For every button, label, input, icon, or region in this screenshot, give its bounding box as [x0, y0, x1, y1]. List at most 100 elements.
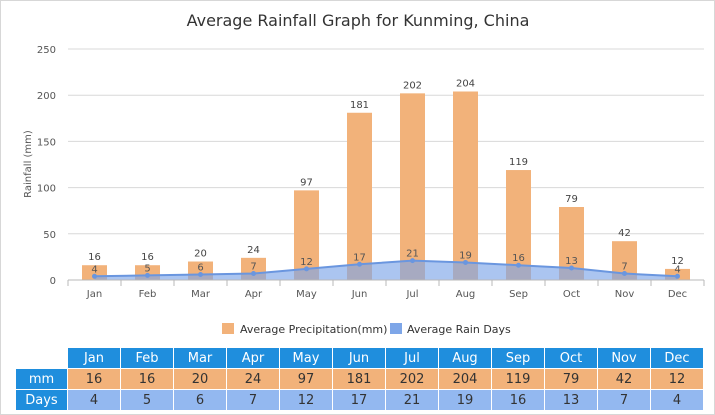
table-days-cell: 6 [174, 390, 226, 410]
table-mm-row: mm 16 16 20 24 97 181 202 204 119 79 42 … [16, 369, 703, 389]
table-month-header: Apr [227, 348, 279, 368]
table-mm-cell: 119 [492, 369, 544, 389]
rain-days-data-label: 7 [621, 262, 627, 273]
precip-bar [294, 190, 319, 280]
rain-days-point [516, 262, 521, 268]
table-corner [16, 348, 67, 368]
y-tick-label: 200 [37, 91, 56, 102]
rain-days-data-label: 16 [512, 253, 525, 264]
y-axis: 0 50 100 150 200 250 [37, 45, 56, 287]
x-tick-label: Mar [191, 289, 211, 300]
table-days-cell: 4 [651, 390, 703, 410]
rain-days-area [92, 258, 680, 280]
precip-data-label: 42 [618, 228, 631, 239]
table-days-cell: 12 [280, 390, 332, 410]
table-month-header: Nov [598, 348, 650, 368]
table-days-cell: 17 [333, 390, 385, 410]
x-tick-label: Apr [245, 289, 263, 300]
legend-days-swatch[interactable] [390, 323, 402, 334]
table-month-header: Sep [492, 348, 544, 368]
table-days-cell: 19 [439, 390, 491, 410]
table-month-header: Oct [545, 348, 597, 368]
x-tick-label: Oct [563, 289, 580, 300]
rain-days-point [251, 271, 256, 277]
rain-days-data-label: 6 [197, 262, 203, 273]
rain-days-point [304, 266, 309, 272]
x-tick-label: May [296, 289, 317, 300]
table-month-header: May [280, 348, 332, 368]
table-days-cell: 4 [68, 390, 120, 410]
rain-days-point [463, 259, 468, 265]
precip-bar [453, 91, 478, 280]
y-tick-label: 50 [43, 230, 56, 241]
rain-days-point [357, 261, 362, 267]
rain-days-data-label: 4 [674, 264, 680, 275]
data-table: Jan Feb Mar Apr May Jun Jul Aug Sep Oct … [15, 347, 704, 411]
x-tick-label: Sep [509, 289, 528, 300]
table-days-cell: 7 [598, 390, 650, 410]
rain-days-data-label: 17 [353, 252, 366, 263]
table-mm-cell: 24 [227, 369, 279, 389]
precip-bar [506, 170, 531, 280]
table-days-cell: 5 [121, 390, 173, 410]
legend-days-label[interactable]: Average Rain Days [407, 323, 511, 336]
precip-data-label: 24 [247, 245, 260, 256]
table-mm-cell: 16 [121, 369, 173, 389]
table-days-cell: 7 [227, 390, 279, 410]
precip-data-label: 181 [350, 100, 369, 111]
rain-days-line [94, 259, 678, 278]
y-tick-label: 150 [37, 137, 56, 148]
table-row-label-days: Days [16, 390, 67, 410]
rain-days-data-label: 12 [300, 257, 313, 268]
precipitation-labels: 16 16 20 24 97 181 202 204 119 79 42 12 [88, 79, 684, 267]
table-mm-cell: 16 [68, 369, 120, 389]
y-tick-label: 100 [37, 184, 56, 195]
precip-data-label: 202 [403, 80, 422, 91]
rainfall-chart: Average Rainfall Graph for Kunming, Chin… [23, 11, 705, 336]
table-mm-cell: 204 [439, 369, 491, 389]
rain-days-labels: 4 5 6 7 12 17 21 19 16 13 7 4 [91, 249, 680, 276]
x-axis: Jan Feb Mar Apr May Jun Jul Aug Sep Oct Nov Dec [67, 279, 705, 300]
table-mm-cell: 97 [280, 369, 332, 389]
table-mm-cell: 42 [598, 369, 650, 389]
x-tick-label: Feb [139, 289, 157, 300]
x-tick-label: Nov [615, 289, 635, 300]
legend-precip-swatch[interactable] [222, 323, 234, 334]
precip-data-label: 97 [300, 177, 313, 188]
chart-title: Average Rainfall Graph for Kunming, Chin… [187, 11, 530, 30]
precip-bar [347, 112, 372, 280]
x-tick-label: Jan [86, 289, 102, 300]
precip-data-label: 16 [141, 252, 154, 263]
table-mm-cell: 181 [333, 369, 385, 389]
precip-data-label: 119 [509, 157, 528, 168]
x-tick-label: Dec [668, 289, 687, 300]
rain-days-point [622, 271, 627, 277]
table-month-header: Jan [68, 348, 120, 368]
table-month-header: Jul [386, 348, 438, 368]
grid [68, 48, 704, 281]
x-tick-label: Jul [405, 289, 418, 300]
rain-days-point [198, 271, 203, 277]
precip-bar [400, 93, 425, 281]
precip-data-label: 12 [671, 256, 684, 267]
x-tick-label: Aug [456, 289, 476, 300]
legend[interactable]: Average Precipitation(mm) Average Rain D… [222, 323, 511, 336]
table-month-header: Aug [439, 348, 491, 368]
table-mm-cell: 20 [174, 369, 226, 389]
table-days-cell: 13 [545, 390, 597, 410]
rain-days-area-fill [94, 260, 678, 280]
table-month-header: Mar [174, 348, 226, 368]
table-month-header: Jun [333, 348, 385, 368]
precip-data-label: 79 [565, 194, 578, 205]
table-month-header: Feb [121, 348, 173, 368]
rain-days-point [145, 272, 150, 278]
rain-days-point [675, 273, 680, 279]
table-header-row: Jan Feb Mar Apr May Jun Jul Aug Sep Oct … [16, 348, 703, 368]
y-axis-title: Rainfall (mm) [23, 130, 34, 198]
x-tick-label: Jun [351, 289, 368, 300]
rain-days-data-label: 13 [565, 256, 578, 267]
legend-precip-label[interactable]: Average Precipitation(mm) [240, 323, 387, 336]
table-month-header: Dec [651, 348, 703, 368]
rain-days-data-label: 19 [459, 250, 472, 261]
